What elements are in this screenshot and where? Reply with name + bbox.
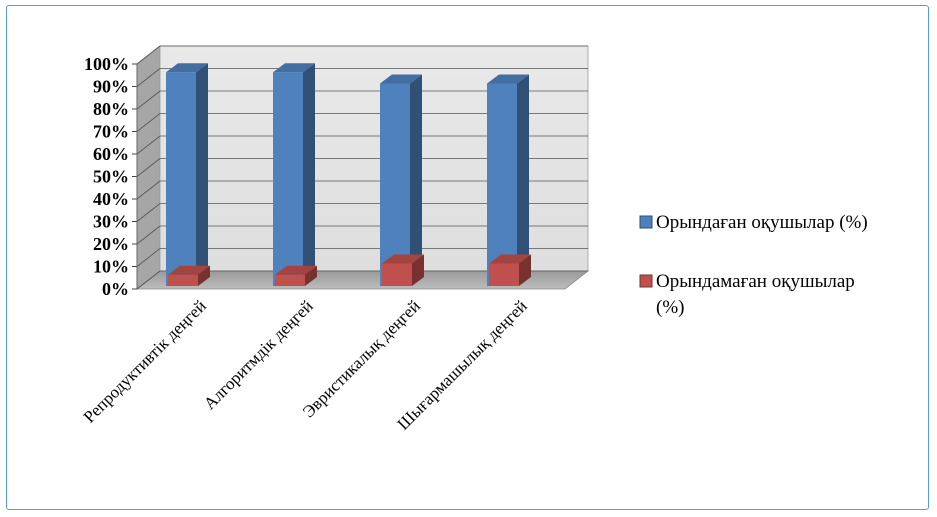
legend-item-1: Орындамаған оқушылар (%)	[639, 271, 855, 318]
bar-1-2-top	[382, 254, 424, 264]
bar-1-1-front	[275, 274, 305, 286]
bar-0-0-front	[166, 72, 196, 286]
legend-label: Орындаған оқушылар (%)	[656, 212, 868, 233]
bar-1-2-side	[412, 254, 424, 286]
bar-0-0-side	[196, 63, 208, 286]
legend: Орындаған оқушылар (%) Орындамаған оқушыл…	[639, 212, 868, 318]
gridline-side	[136, 45, 161, 65]
bar-0-2-top	[380, 74, 422, 84]
y-tick-label: 70%	[93, 122, 129, 142]
legend-swatch	[639, 274, 653, 288]
bar-0-3-top	[487, 74, 529, 84]
bar-0-2-front	[380, 83, 410, 286]
x-category-label: Алгоритмдік деңгей	[200, 296, 317, 413]
bar-0-0	[166, 63, 208, 286]
bar-1-0-front	[168, 274, 198, 286]
y-axis-ticks: 0%10% 20%30% 40%50% 60%70% 80%90% 100%	[84, 54, 138, 299]
x-category-label: Эвристикалық деңгей	[299, 296, 424, 421]
bar-1-3	[489, 254, 531, 286]
gridline-side	[136, 90, 161, 110]
gridline-side	[136, 158, 161, 177]
bar-0-1-top	[273, 63, 315, 73]
y-tick-label: 40%	[93, 189, 129, 209]
y-tick-label: 10%	[93, 257, 129, 277]
gridline-side	[136, 203, 161, 222]
bar-1-3-front	[489, 263, 519, 286]
bar-0-1-front	[273, 72, 303, 286]
legend-label: Орындамаған оқушылар (%)	[656, 271, 855, 318]
gridline-side	[136, 270, 161, 290]
bar-1-0-top	[168, 265, 210, 275]
gridline-side	[136, 225, 161, 245]
bar-1-1	[275, 265, 317, 286]
bar-0-2-side	[410, 74, 422, 286]
bar-1-3-top	[489, 254, 531, 264]
gridline-side	[136, 248, 161, 267]
bar-1-1-side	[305, 265, 317, 286]
legend-item-0: Орындаған оқушылар (%)	[639, 212, 868, 233]
bar-0-3	[487, 74, 529, 286]
x-category-label: Репродуктивтік деңгей	[80, 296, 210, 426]
bar-1-3-side	[519, 254, 531, 286]
bar-0-3-side	[517, 74, 529, 286]
bar-0-2	[380, 74, 422, 286]
bar-1-0	[168, 265, 210, 286]
y-tick-label: 30%	[93, 212, 129, 232]
bar-1-1-top	[275, 265, 317, 275]
y-tick-label: 60%	[93, 144, 129, 164]
bar-0-0-top	[166, 63, 208, 73]
y-tick-label: 20%	[93, 234, 129, 254]
bar-1-2	[382, 254, 424, 286]
bar-1-2-front	[382, 263, 412, 286]
gridline-side	[136, 180, 161, 200]
bar-0-1-side	[303, 63, 315, 286]
y-tick-label: 80%	[93, 99, 129, 119]
gridline-side	[136, 113, 161, 132]
bar-0-3-front	[487, 83, 517, 286]
y-tick-label: 100%	[84, 54, 129, 74]
bars	[166, 63, 531, 286]
gridline-side	[136, 68, 161, 87]
bar-1-0-side	[198, 265, 210, 286]
legend-swatch	[639, 215, 653, 229]
gridline-side	[136, 135, 161, 155]
bar-0-1	[273, 63, 315, 286]
y-tick-label: 90%	[93, 77, 129, 97]
y-tick-label: 0%	[102, 279, 129, 299]
y-tick-label: 50%	[93, 167, 129, 187]
